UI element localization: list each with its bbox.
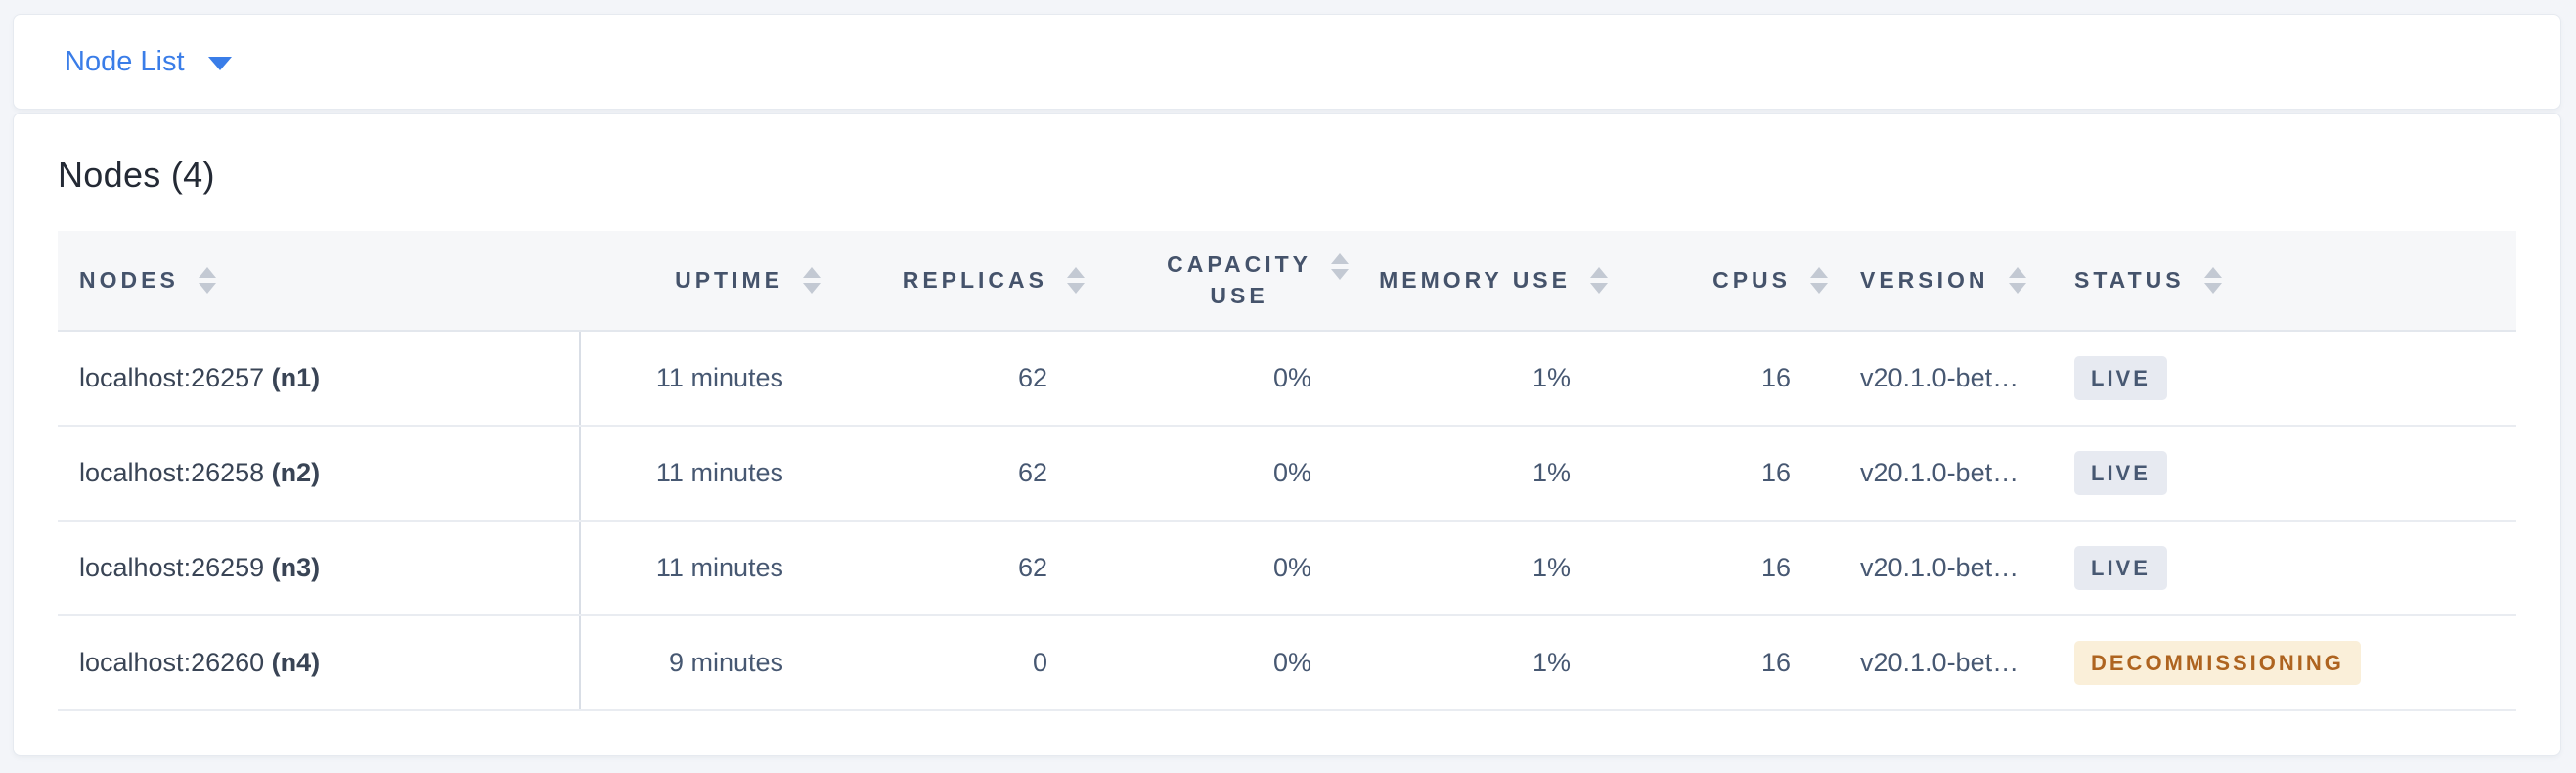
column-header-version[interactable]: VERSION [1836,231,2070,332]
cell-uptime: 11 minutes [580,331,828,427]
sort-icon [1067,267,1085,294]
cell-version: v20.1.0-bet… [1836,426,2070,522]
cell-cpus: 16 [1616,426,1836,522]
column-header-memory-use[interactable]: MEMORY USE [1356,231,1616,332]
cell-cpus: 16 [1616,615,1836,711]
cell-node: localhost:26257 (n1) [58,331,581,427]
cell-cpus: 16 [1616,521,1836,616]
cell-status: LIVE [2070,331,2516,427]
node-link[interactable]: localhost:26257 (n1) [79,363,321,392]
table-row: localhost:26258 (n2) 11 minutes 62 0% 1%… [58,426,2516,522]
cell-memory-use: 1% [1356,521,1616,616]
cell-status: DECOMMISSIONING [2070,615,2516,711]
table-header-row: NODES UPTIME REPLICAS [58,231,2516,332]
status-badge: LIVE [2074,451,2167,495]
cell-uptime: 9 minutes [580,615,828,711]
cell-version: v20.1.0-bet… [1836,521,2070,616]
cell-cpus: 16 [1616,331,1836,427]
cell-uptime: 11 minutes [580,426,828,522]
status-badge: LIVE [2074,546,2167,590]
cell-capacity-use: 0% [1092,426,1356,522]
cell-status: LIVE [2070,521,2516,616]
status-badge: LIVE [2074,356,2167,400]
cell-memory-use: 1% [1356,331,1616,427]
cell-replicas: 62 [828,331,1092,427]
view-selector-card: Node List [13,14,2561,110]
table-row: localhost:26259 (n3) 11 minutes 62 0% 1%… [58,521,2516,616]
cell-replicas: 0 [828,615,1092,711]
node-link[interactable]: localhost:26259 (n3) [79,553,321,582]
cell-memory-use: 1% [1356,426,1616,522]
sort-icon [1590,267,1608,294]
cell-node: localhost:26258 (n2) [58,426,581,522]
cell-capacity-use: 0% [1092,615,1356,711]
column-header-cpus[interactable]: CPUS [1616,231,1836,332]
sort-icon [198,267,216,294]
sort-icon [803,267,821,294]
cell-uptime: 11 minutes [580,521,828,616]
cell-capacity-use: 0% [1092,521,1356,616]
sort-icon [1331,253,1349,281]
cell-replicas: 62 [828,426,1092,522]
node-list-dropdown-label: Node List [65,45,185,77]
nodes-card: Nodes (4) NODES UPTIME [13,113,2561,756]
cell-node: localhost:26260 (n4) [58,615,581,711]
caret-down-icon [207,57,232,70]
status-badge: DECOMMISSIONING [2074,641,2361,685]
cell-capacity-use: 0% [1092,331,1356,427]
column-header-capacity-use[interactable]: CAPACITY USE [1092,231,1356,332]
cell-node: localhost:26259 (n3) [58,521,581,616]
column-header-replicas[interactable]: REPLICAS [828,231,1092,332]
node-link[interactable]: localhost:26260 (n4) [79,648,321,677]
cell-version: v20.1.0-bet… [1836,615,2070,711]
table-row: localhost:26260 (n4) 9 minutes 0 0% 1% 1… [58,615,2516,711]
cell-status: LIVE [2070,426,2516,522]
table-row: localhost:26257 (n1) 11 minutes 62 0% 1%… [58,331,2516,427]
node-list-dropdown[interactable]: Node List [65,46,232,78]
cell-memory-use: 1% [1356,615,1616,711]
sort-icon [2008,267,2026,294]
column-header-status[interactable]: STATUS [2070,231,2516,332]
node-link[interactable]: localhost:26258 (n2) [79,458,321,487]
cell-version: v20.1.0-bet… [1836,331,2070,427]
sort-icon [1810,267,1828,294]
column-header-uptime[interactable]: UPTIME [580,231,828,332]
nodes-table: NODES UPTIME REPLICAS [58,231,2516,711]
cell-replicas: 62 [828,521,1092,616]
column-header-nodes[interactable]: NODES [58,231,580,332]
page-title: Nodes (4) [58,155,215,195]
sort-icon [2203,267,2222,294]
